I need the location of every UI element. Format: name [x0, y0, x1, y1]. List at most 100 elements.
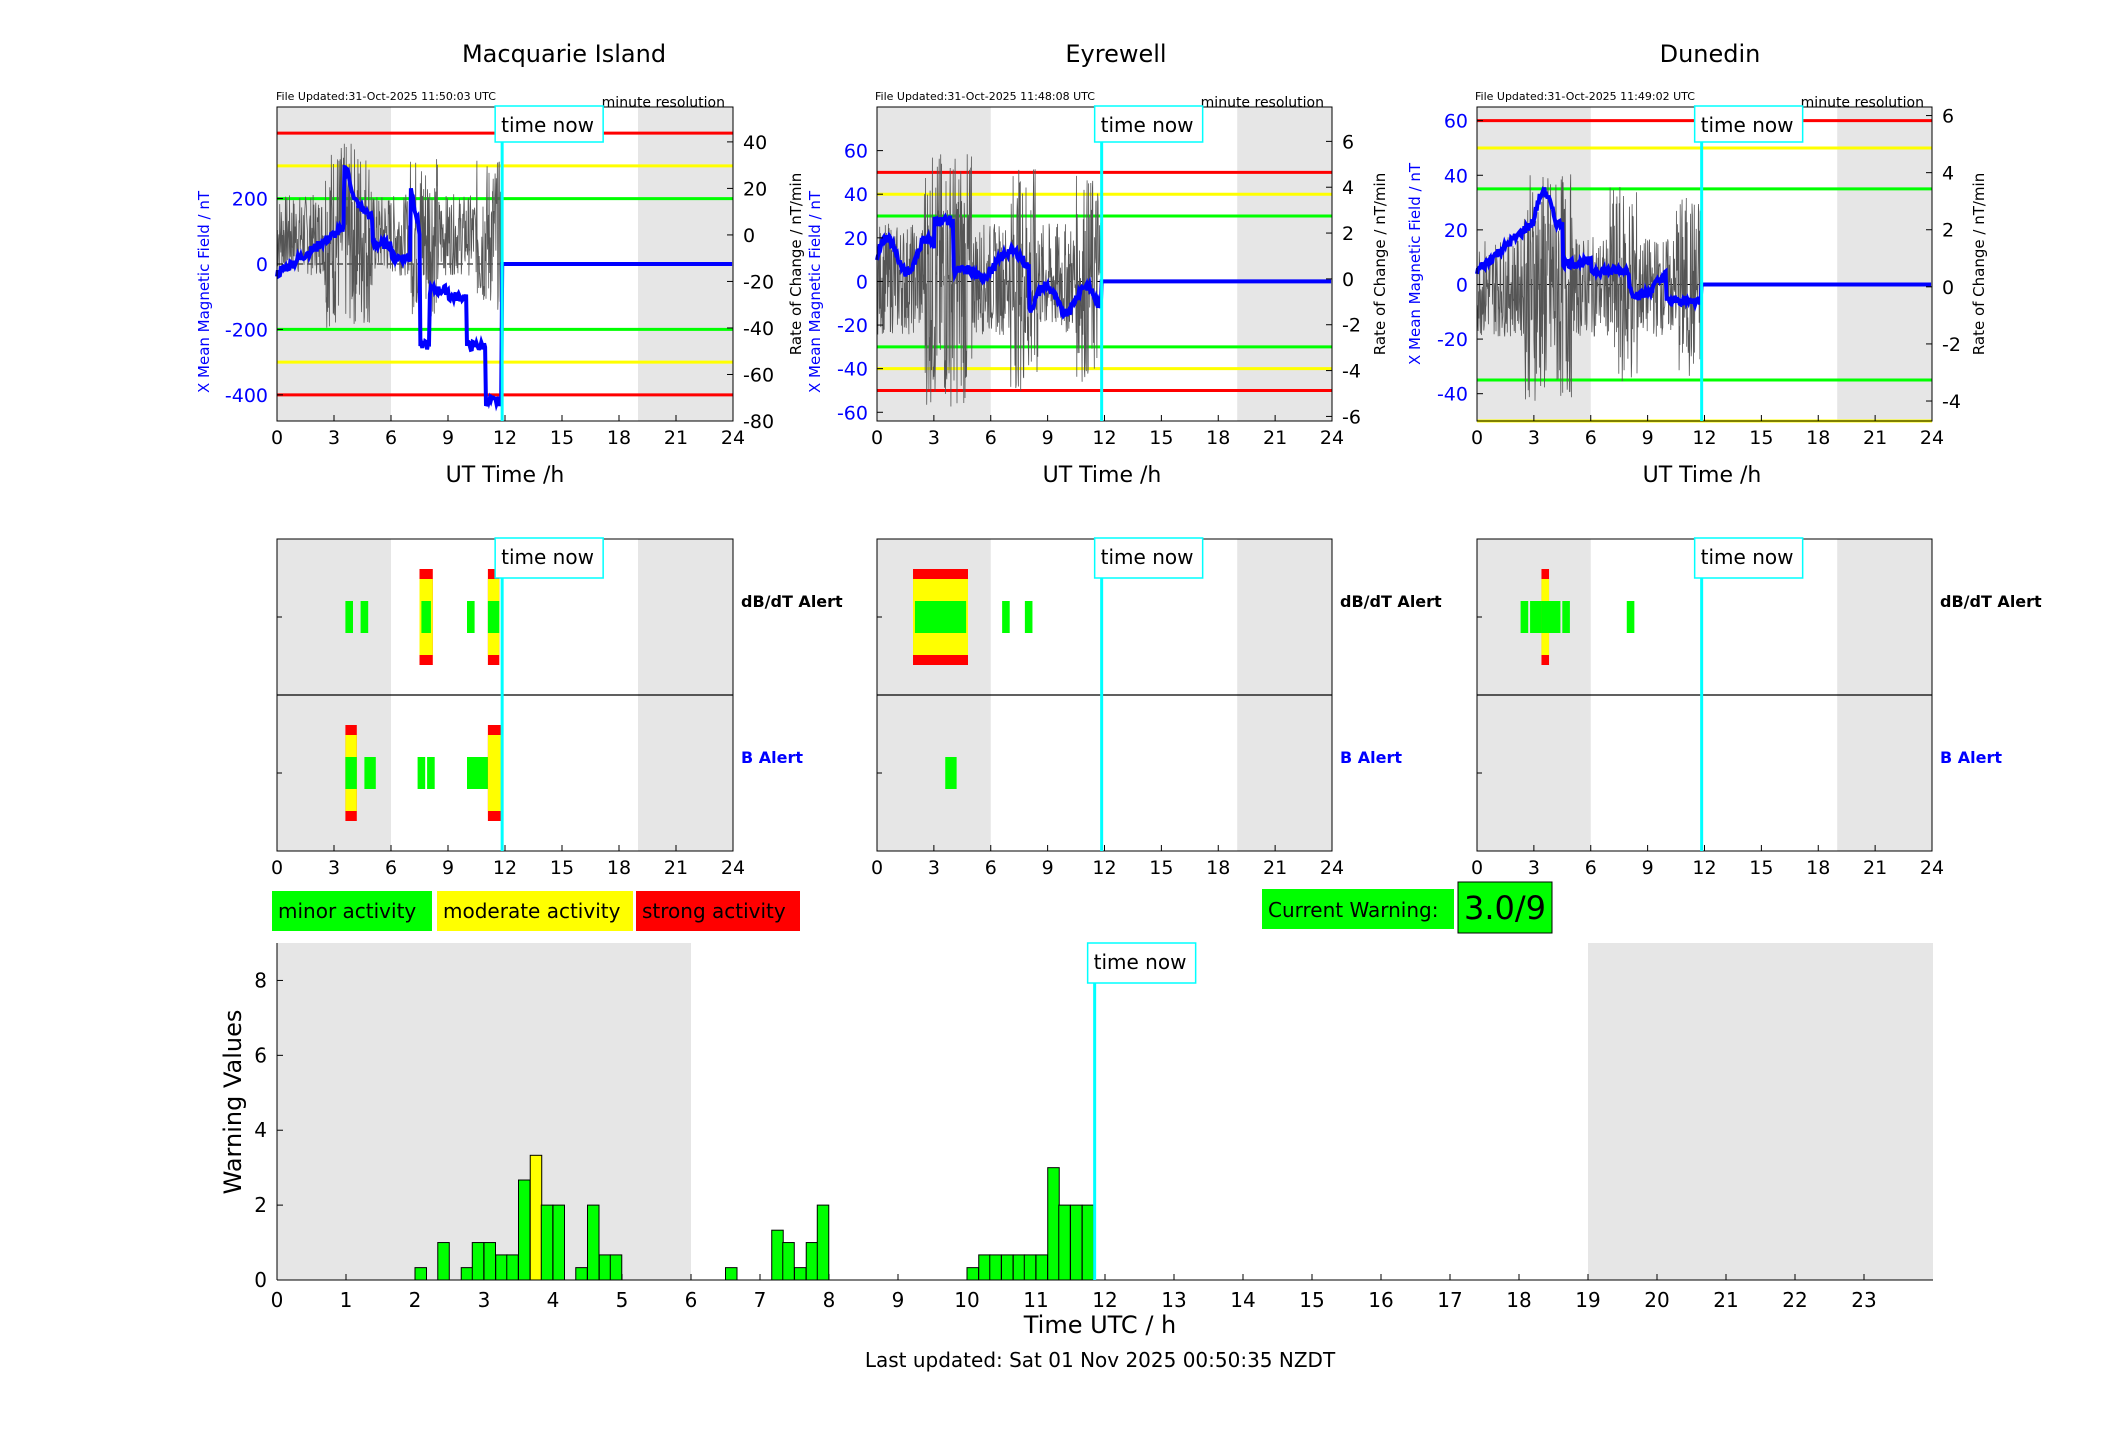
x-tick-label: 3 [928, 427, 940, 449]
x-tick-label: 14 [1230, 1288, 1255, 1312]
y-tick-label: 4 [254, 1118, 267, 1142]
warning-bar [989, 1254, 1002, 1281]
x-tick-label: 18 [1806, 857, 1830, 879]
x-tick-label: 0 [271, 857, 283, 879]
time-now-label: time now [501, 113, 594, 137]
time-now-box [1693, 537, 1804, 579]
b-alert-label: B Alert [1940, 748, 2002, 767]
x-tick-label: 21 [1863, 857, 1887, 879]
right-ylabel-macquarie: Rate of Change / nT/min [787, 173, 805, 355]
night-shading [1588, 943, 1933, 1280]
dbdt-alert-minor [421, 601, 431, 633]
x-tick-label: 21 [1863, 427, 1887, 449]
right-tick-label: -4 [1342, 361, 1361, 383]
time-now-box [1093, 537, 1204, 579]
right-tick-label: 6 [1942, 106, 1954, 128]
x-tick-label: 7 [754, 1288, 767, 1312]
left-ylabel-eyrewell: X Mean Magnetic Field / nT [806, 190, 824, 393]
x-tick-label: 15 [1149, 427, 1173, 449]
right-tick-label: -60 [743, 364, 774, 386]
time-now-box [1093, 105, 1204, 143]
x-tick-label: 12 [1092, 427, 1116, 449]
x-tick-label: 12 [1692, 427, 1716, 449]
left-ylabel-dunedin: X Mean Magnetic Field / nT [1406, 162, 1424, 365]
alert-panel-eyrewell: dB/dT Alert B Alert time now 0 3 6 9 12 15 18 21 24 [871, 537, 1442, 879]
dbdt-alert-minor [1562, 601, 1570, 633]
x-tick-label: 9 [892, 1288, 905, 1312]
dbdt-alert-label: dB/dT Alert [1940, 592, 2042, 611]
y-tick-label: 6 [254, 1043, 267, 1067]
y-tick-label: 2 [254, 1193, 267, 1217]
warning-bar [816, 1204, 830, 1281]
right-tick-label: 40 [743, 132, 767, 154]
field-trace [1475, 185, 1932, 312]
current-warning-value: 3.0/9 [1464, 889, 1546, 927]
left-ylabel-macquarie: X Mean Magnetic Field / nT [195, 190, 213, 393]
x-tick-label: 18 [607, 857, 631, 879]
x-tick-label: 9 [1642, 857, 1654, 879]
left-tick-label: -400 [225, 385, 268, 407]
warning-bar [587, 1204, 600, 1281]
x-tick-label: 3 [1528, 857, 1540, 879]
field-trace [275, 164, 733, 412]
last-updated: Last updated: Sat 01 Nov 2025 00:50:35 N… [865, 1348, 1336, 1372]
x-tick-label: 24 [1320, 857, 1344, 879]
x-tick-label: 9 [1642, 427, 1654, 449]
field-trace [875, 212, 1332, 320]
left-tick-label: -40 [837, 359, 868, 381]
current-warning: Current Warning: 3.0/9 [1262, 881, 1553, 934]
left-tick-label: 40 [1444, 165, 1468, 187]
warning-bar [725, 1267, 738, 1281]
warning-bar [1023, 1254, 1037, 1281]
x-tick-label: 18 [607, 427, 631, 449]
x-tick-label: 21 [1263, 427, 1287, 449]
alert-panel-dunedin: dB/dT Alert B Alert time now 0 3 6 9 12 15 18 21 24 [1471, 537, 2042, 879]
right-tick-label: -2 [1342, 315, 1361, 337]
warning-bar [437, 1242, 450, 1281]
x-tick-label: 3 [1528, 427, 1540, 449]
left-tick-label: -20 [1437, 329, 1468, 351]
right-tick-label: 6 [1342, 131, 1354, 153]
dbdt-alert-minor [1024, 601, 1033, 633]
dbdt-alert-minor [1626, 601, 1635, 633]
x-tick-label: 20 [1644, 1288, 1669, 1312]
dbdt-alert-minor [1541, 601, 1561, 633]
right-tick-label: 0 [743, 225, 755, 247]
legend-strong-label: strong activity [642, 899, 786, 923]
b-alert-minor [345, 757, 357, 789]
warning-bar [1047, 1167, 1060, 1281]
b-alert-minor [417, 757, 426, 789]
time-now-label: time now [1101, 545, 1194, 569]
right-tick-label: 4 [1942, 163, 1954, 185]
current-warning-value-box [1457, 881, 1553, 934]
left-tick-label: 20 [1444, 220, 1468, 242]
warning-bar [506, 1254, 519, 1281]
dbdt-alert-minor [487, 601, 500, 633]
rate-of-change-trace [276, 143, 503, 328]
file-updated-macquarie: File Updated:31-Oct-2025 11:50:03 UTC [276, 90, 496, 103]
right-tick-label: -2 [1942, 334, 1961, 356]
x-tick-label: 12 [1692, 857, 1716, 879]
legend-moderate-swatch [437, 891, 633, 931]
legend-strong-swatch [636, 891, 800, 931]
left-tick-label: -40 [1437, 384, 1468, 406]
x-tick-label: 17 [1437, 1288, 1462, 1312]
x-tick-label: 18 [1206, 857, 1230, 879]
x-tick-label: 6 [985, 427, 997, 449]
alert-panels: dB/dT Alert B Alert time now 0 3 6 9 12 15 18 21 24… [271, 537, 2042, 879]
dbdt-alert-minor [360, 601, 369, 633]
right-tick-label: 4 [1342, 177, 1354, 199]
y-tick-label: 8 [254, 968, 267, 992]
x-tick-label: 15 [550, 427, 574, 449]
x-tick-label: 9 [442, 857, 454, 879]
x-tick-label: 6 [1585, 427, 1597, 449]
x-tick-label: 9 [1042, 427, 1054, 449]
warning-chart-xlabel: Time UTC / h [1023, 1311, 1177, 1339]
time-now-label: time now [1101, 113, 1194, 137]
b-alert-minor [945, 757, 957, 789]
warning-bar [529, 1154, 543, 1281]
x-tick-label: 12 [1092, 1288, 1117, 1312]
warning-bar [598, 1254, 612, 1281]
